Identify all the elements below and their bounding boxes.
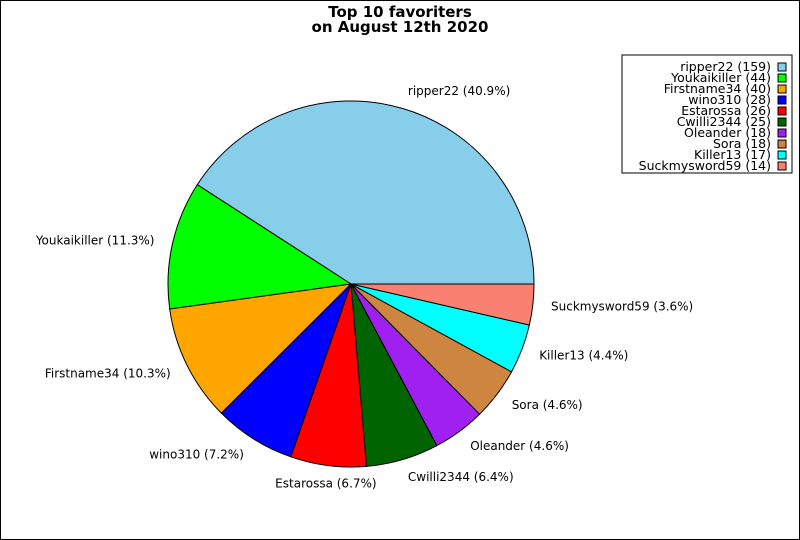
legend-entry-ripper22: ripper22 (159) [680,59,771,74]
legend-swatch-ripper22 [777,62,787,72]
legend-entry-firstname34: Firstname34 (40) [664,81,771,96]
legend-entry-sora: Sora (18) [713,136,771,151]
slice-label-oleander: Oleander (4.6%) [470,439,569,453]
legend-swatch-killer13 [777,150,787,160]
legend-entry-wino310: wino310 (28) [688,92,771,107]
legend-swatch-wino310 [777,95,787,105]
slice-labels: ripper22 (40.9%) Youkaikiller (11.3%) Firs… [35,84,693,491]
chart-title-line-2: on August 12th 2020 [312,18,489,36]
legend-entry-killer13: Killer13 (17) [694,147,771,162]
pie-slice-suckmysword59 [350,283,535,326]
slice-label-ripper22: ripper22 (40.9%) [408,84,510,98]
slice-label-killer13: Killer13 (4.4%) [539,349,628,363]
legend-entry-estarossa: Estarossa (26) [681,103,771,118]
chart-title-line-1: Top 10 favoriters [328,3,472,21]
pie-slice-firstname34 [169,283,353,414]
legend-swatch-oleander [777,128,787,138]
legend-swatch-estarossa [777,106,787,116]
slice-label-estarossa: Estarossa (6.7%) [275,477,376,491]
legend-swatch-cwilli2344 [777,117,787,127]
slice-label-firstname34: Firstname34 (10.3%) [45,366,171,380]
slice-label-youkaikiller: Youkaikiller (11.3%) [35,234,155,248]
slice-label-wino310: wino310 (7.2%) [149,447,244,461]
legend: ripper22 (159)Youkaikiller (44)Firstname… [621,54,793,174]
legend-entry-suckmysword59: Suckmysword59 (14) [639,158,771,173]
legend-entry-oleander: Oleander (18) [684,125,771,140]
slice-label-suckmysword59: Suckmysword59 (3.6%) [551,300,693,314]
pie-slices [167,100,535,468]
slice-label-cwilli2344: Cwilli2344 (6.4%) [408,470,514,484]
legend-swatch-suckmysword59 [777,161,787,171]
slice-label-sora: Sora (4.6%) [512,398,583,412]
legend-swatch-firstname34 [777,84,787,94]
legend-swatch-sora [777,139,787,149]
legend-swatch-youkaikiller [777,73,787,83]
legend-entry-youkaikiller: Youkaikiller (44) [670,70,771,85]
legend-box [621,54,793,174]
pie-slice-youkaikiller [167,184,353,310]
legend-entry-cwilli2344: Cwilli2344 (25) [677,114,771,129]
pie-slice-ripper22 [196,100,535,285]
